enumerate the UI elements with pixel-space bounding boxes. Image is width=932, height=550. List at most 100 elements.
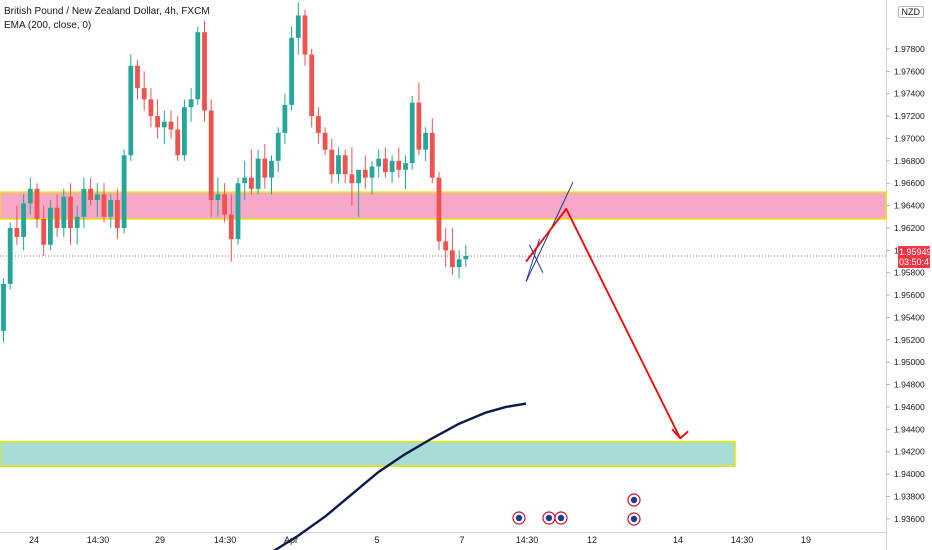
candle-body <box>262 158 268 178</box>
candle-body <box>275 132 281 161</box>
candle-body <box>215 194 221 200</box>
candle-body <box>302 15 308 55</box>
candle-body <box>322 132 328 150</box>
projection-path <box>525 208 682 439</box>
candle-body <box>416 102 422 150</box>
current-price-tag: 1.95949 03:50:47 <box>898 246 932 268</box>
y-tick-label: 1.94600 <box>894 402 925 412</box>
candle-body <box>68 196 73 228</box>
indicator-label[interactable]: EMA (200, close, 0) <box>4 20 92 31</box>
candle-body <box>436 177 442 242</box>
candle-body <box>161 121 167 128</box>
event-flag-dot <box>630 496 638 504</box>
event-flag-dot <box>630 515 638 523</box>
y-tick-label: 1.96200 <box>894 223 925 233</box>
x-tick-label: 14:30 <box>214 535 237 545</box>
y-tick-label: 1.94200 <box>894 447 925 457</box>
x-tick-label: 14:30 <box>87 535 110 545</box>
candle-body <box>135 65 140 89</box>
candle-body <box>235 183 241 240</box>
candle-body <box>295 15 301 38</box>
candle-body <box>289 37 294 105</box>
x-tick-label: 14:30 <box>516 535 539 545</box>
candle-body <box>48 207 53 245</box>
candle-body <box>1 283 6 331</box>
candle-body <box>27 188 33 204</box>
candle-body <box>269 160 274 178</box>
x-tick-label: 24 <box>29 535 39 545</box>
candle-body <box>429 132 435 178</box>
symbol-title[interactable]: British Pound / New Zealand Dollar, 4h, … <box>4 6 210 17</box>
candle-body <box>155 116 160 128</box>
event-flag-dot <box>515 514 523 522</box>
candle-body <box>128 65 134 156</box>
y-tick-label: 1.94800 <box>894 380 925 390</box>
y-tick-label: 1.96800 <box>894 156 925 166</box>
candle-body <box>34 188 40 220</box>
currency-badge: NZD <box>897 6 924 18</box>
candle-body <box>342 155 348 175</box>
candle-body <box>389 160 395 173</box>
y-tick-label: 1.97200 <box>894 111 925 121</box>
candle-body <box>141 88 147 100</box>
candle-body <box>14 227 20 237</box>
candle-body <box>228 214 234 240</box>
candle-body <box>376 158 382 167</box>
candle-body <box>182 107 187 156</box>
support-zone <box>0 440 736 467</box>
y-tick-label: 1.95600 <box>894 290 925 300</box>
candle-body <box>115 200 120 228</box>
candle-body <box>148 99 154 117</box>
candle-body <box>208 110 214 200</box>
y-tick-label: 1.97000 <box>894 133 925 143</box>
y-tick-label: 1.94400 <box>894 424 925 434</box>
x-tick-label: 19 <box>801 535 811 545</box>
candle-body <box>362 169 368 178</box>
candle-body <box>409 102 415 164</box>
candle-body <box>21 203 26 237</box>
candle-body <box>336 155 341 175</box>
y-tick-label: 1.93800 <box>894 491 925 501</box>
candle-body <box>450 250 455 268</box>
candle-body <box>202 32 207 111</box>
x-tick-label: 5 <box>374 535 379 545</box>
candle-body <box>81 188 87 217</box>
candle-body <box>463 255 469 260</box>
candle-body <box>41 219 47 245</box>
chart-legend: British Pound / New Zealand Dollar, 4h, … <box>4 5 210 33</box>
candle-body <box>61 196 67 228</box>
y-tick-label: 1.97800 <box>894 44 925 54</box>
event-flag-dot <box>557 514 565 522</box>
y-tick-label: 1.96600 <box>894 178 925 188</box>
candle-body <box>222 194 227 215</box>
candle-body <box>7 227 13 284</box>
bar-countdown: 03:50:47 <box>899 257 932 267</box>
candle-body <box>195 32 201 100</box>
candle-body <box>349 174 355 184</box>
y-tick-label: 1.95800 <box>894 268 925 278</box>
candle-body <box>369 166 375 178</box>
candle-body <box>443 241 449 251</box>
candle-body <box>94 194 100 200</box>
projection-arrowhead <box>671 428 689 440</box>
x-tick-label: Apr <box>284 535 298 545</box>
candle-body <box>423 132 428 150</box>
candle-body <box>101 194 107 217</box>
ema-200-line <box>273 402 527 550</box>
current-price-value: 1.95949 <box>899 247 932 257</box>
y-tick-label: 1.95200 <box>894 335 925 345</box>
y-tick-label: 1.97400 <box>894 89 925 99</box>
candle-body <box>282 104 288 133</box>
y-tick-label: 1.95400 <box>894 312 925 322</box>
y-tick-label: 1.93600 <box>894 514 925 524</box>
candle-body <box>383 158 388 173</box>
x-tick-label: 14 <box>673 535 683 545</box>
candle-body <box>74 216 80 228</box>
candle-body <box>108 200 114 217</box>
x-tick-label: 12 <box>587 535 597 545</box>
candle-body <box>309 54 315 117</box>
candle-body <box>242 177 248 184</box>
resistance-zone <box>0 191 887 220</box>
